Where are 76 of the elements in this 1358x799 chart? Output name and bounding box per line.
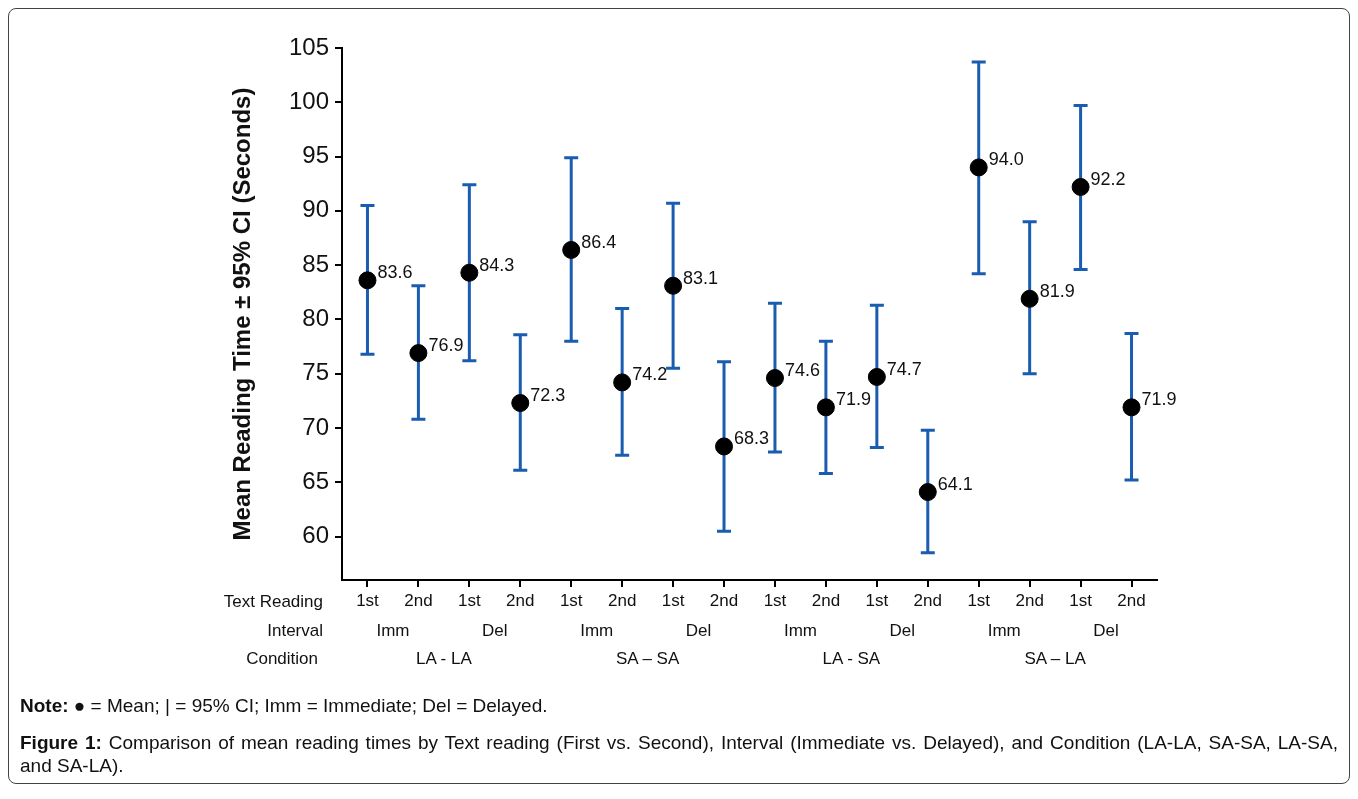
x-tick-label: 2nd	[811, 590, 841, 610]
text: Text Reading	[223, 591, 323, 611]
y-tick-label: 85	[302, 249, 329, 277]
y-tick-label: 75	[302, 358, 329, 386]
point	[460, 263, 479, 282]
caption: Figure 1: Comparison of mean reading times by Text reading (First vs. Second), Interval (Immediate vs. Delayed), and Condition (LA-LA, SA-SA, LA-SA, and SA-LA).	[20, 731, 1338, 777]
text: Del	[482, 620, 508, 640]
x-tick-label: 1st	[763, 590, 787, 610]
text: Imm	[376, 620, 410, 640]
data-label: 94.0	[988, 149, 1024, 170]
text: LA - SA	[822, 648, 881, 668]
data-label: 71.9	[1141, 389, 1177, 410]
y-tick-label: 65	[302, 466, 329, 494]
point	[562, 240, 581, 259]
x-tick-label: 1st	[458, 590, 481, 610]
point	[358, 271, 377, 290]
x-tick-label: 1st	[559, 590, 583, 610]
data-label: 74.7	[886, 358, 922, 379]
data-label: 83.6	[377, 262, 413, 283]
y-tick-label: 100	[288, 86, 329, 114]
point	[969, 158, 988, 177]
x-tick-label: 2nd	[506, 590, 535, 610]
x-tick-label: 2nd	[1117, 590, 1146, 610]
data-label: 76.9	[428, 335, 464, 356]
data-label: 92.2	[1090, 168, 1126, 189]
text: SA – LA	[1024, 648, 1087, 668]
data-label: 68.3	[734, 428, 770, 449]
x-tick-label: 2nd	[404, 590, 433, 610]
text: Del	[1093, 620, 1119, 640]
y-tick-label: 90	[302, 195, 329, 223]
data-label: 74.6	[784, 360, 821, 381]
text: SA – SA	[615, 648, 680, 668]
data-label: 84.3	[479, 254, 515, 275]
data-label: 74.2	[632, 364, 668, 385]
x-tick-label: 1st	[356, 590, 380, 610]
x-tick-label: 2nd	[1015, 590, 1044, 610]
point	[409, 344, 428, 363]
y-tick-label: 80	[302, 304, 329, 332]
point	[511, 394, 530, 413]
x-tick-label: 2nd	[709, 590, 739, 610]
data-label: 64.1	[937, 474, 973, 495]
data-label: 81.9	[1039, 280, 1075, 301]
point	[816, 398, 835, 417]
point	[664, 276, 683, 295]
point	[867, 367, 886, 386]
y-tick-label: 95	[302, 141, 329, 169]
text: Del	[889, 620, 916, 640]
data-label: 71.9	[835, 389, 871, 410]
point	[1071, 177, 1090, 196]
text: Condition	[246, 648, 318, 668]
y-axis-title: Mean Reading Time ± 95% CI (Seconds)	[228, 87, 256, 541]
text: Imm	[987, 620, 1021, 640]
text: LA - LA	[415, 648, 473, 668]
text: Note: ● = Mean; | = 95% CI; Imm = Immediate; Del = Delayed.	[20, 694, 549, 717]
x-tick-label: 2nd	[607, 590, 637, 610]
text: Imm	[580, 620, 614, 640]
x-tick-label: 1st	[661, 590, 685, 610]
data-label: 83.1	[683, 267, 719, 288]
data-label: 86.4	[581, 231, 617, 252]
x-tick-label: 2nd	[913, 590, 942, 610]
point	[715, 437, 734, 456]
y-tick-label: 105	[288, 32, 329, 60]
x-tick-label: 1st	[865, 590, 889, 610]
y-tick-label: 60	[302, 521, 329, 549]
text: Interval	[267, 620, 323, 640]
point	[1020, 289, 1039, 308]
text: Imm	[783, 620, 817, 640]
point	[765, 369, 784, 388]
point	[1122, 398, 1141, 417]
y-tick-label: 70	[302, 412, 329, 440]
data-label: 72.3	[530, 385, 566, 405]
x-tick-label: 1st	[1069, 590, 1093, 610]
point	[613, 373, 632, 392]
text: Del	[685, 620, 712, 640]
point	[918, 483, 937, 502]
x-tick-label: 1st	[967, 590, 991, 610]
